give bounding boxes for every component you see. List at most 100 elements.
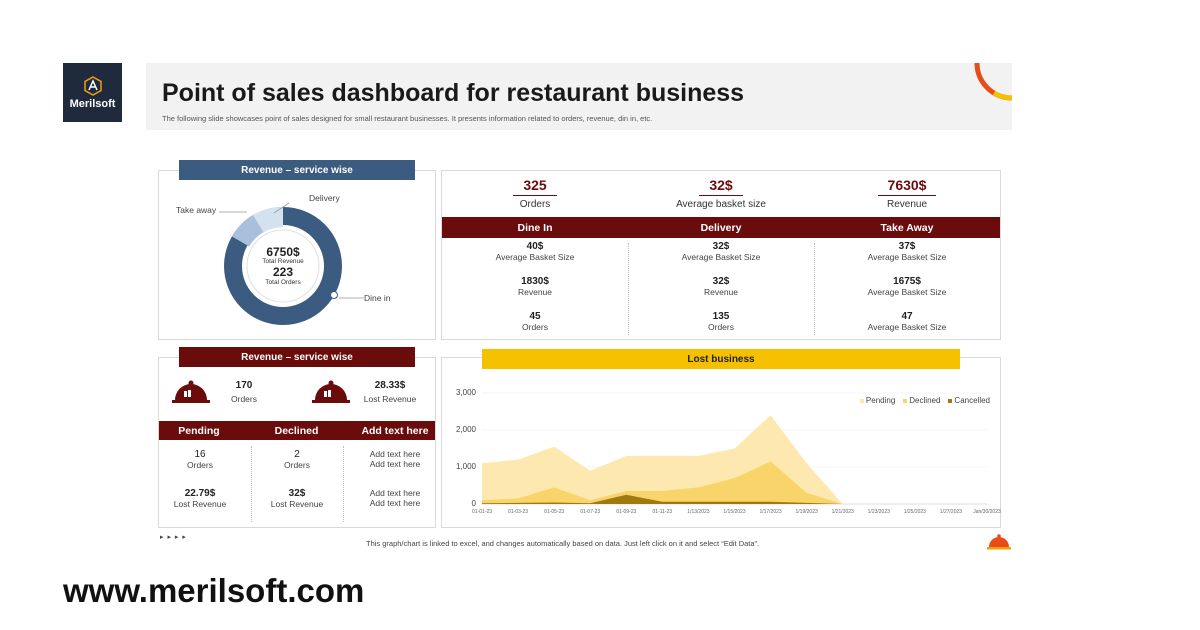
cell-value: 37$ bbox=[898, 241, 916, 252]
x-tick-label: 01-03-23 bbox=[508, 509, 529, 515]
service-table-header: Dine In Delivery Take Away bbox=[442, 217, 1000, 238]
x-tick-label: 1/27/2023 bbox=[939, 509, 963, 515]
x-tick-label: Jan/30/2023 bbox=[973, 509, 1001, 515]
cell-label: Orders bbox=[708, 322, 734, 332]
header-pending: Pending bbox=[178, 424, 220, 437]
y-tick-label: 0 bbox=[471, 499, 476, 508]
page-title: Point of sales dashboard for restaurant … bbox=[162, 79, 745, 107]
x-tick-label: 01-07-23 bbox=[580, 509, 601, 515]
total-revenue-value: 6750$ bbox=[266, 245, 300, 259]
table-cell: 1830$ Revenue bbox=[442, 276, 628, 297]
kpi-orders-value: 325 bbox=[513, 177, 557, 196]
cloche-icon bbox=[172, 380, 210, 403]
total-revenue-label: Total Revenue bbox=[262, 258, 304, 265]
cell-value: 40$ bbox=[526, 241, 544, 252]
cell-value: 16 bbox=[194, 449, 206, 460]
x-tick-label: 1/21/2023 bbox=[831, 509, 854, 515]
total-orders-value: 223 bbox=[272, 265, 294, 279]
merilsoft-logo: Merilsoft bbox=[63, 63, 122, 122]
area-series-cancelled bbox=[482, 494, 987, 504]
x-tick-label: 1/17/2023 bbox=[759, 509, 782, 515]
y-tick-label: 1,000 bbox=[455, 462, 476, 471]
table-cell: 37$ Average Basket Size bbox=[814, 241, 1000, 262]
cell-label: Orders bbox=[187, 460, 213, 470]
legend-cancelled: Cancelled bbox=[948, 396, 990, 405]
dashboard-slide: Point of sales dashboard for restaurant … bbox=[146, 63, 1012, 553]
pending-orders-stat: 170 Orders bbox=[219, 380, 269, 404]
lost-revenue-stat: 28.33$ Lost Revenue bbox=[359, 380, 421, 404]
kpi-revenue-value: 7630$ bbox=[877, 177, 937, 196]
website-url: www.merilsoft.com bbox=[63, 572, 365, 609]
x-tick-label: 1/25/2023 bbox=[903, 509, 926, 515]
title-band: Point of sales dashboard for restaurant … bbox=[146, 63, 1012, 130]
header-declined: Declined bbox=[274, 424, 319, 437]
table-cell: 1675$ Average Basket Size bbox=[814, 276, 1000, 297]
take-away-label: Take away bbox=[176, 205, 217, 215]
table-cell: 32$ Lost Revenue bbox=[251, 488, 343, 509]
lost-orders-panel: Revenue – service wise 170 Orders 28.33$… bbox=[158, 347, 436, 528]
cell-value: 32$ bbox=[288, 488, 306, 499]
x-tick-label: 1/23/2023 bbox=[867, 509, 890, 515]
kpi-average-basket-label: Average basket size bbox=[676, 199, 766, 210]
x-tick-label: 01-01-23 bbox=[471, 509, 492, 515]
kpi-orders-label: Orders bbox=[519, 199, 551, 210]
legend-pending: Pending bbox=[859, 396, 895, 405]
table-cell: Add text here Add text here bbox=[355, 488, 435, 508]
revenue-donut-chart bbox=[219, 202, 364, 325]
orders-table-header: Pending Declined Add text here bbox=[159, 421, 435, 440]
cell-label: Add text here bbox=[369, 459, 421, 469]
cell-label: Revenue bbox=[703, 287, 739, 297]
table-cell: 2 Orders bbox=[251, 449, 343, 470]
kpi-revenue: 7630$ Revenue bbox=[814, 177, 1000, 210]
lost-revenue-stat-label: Lost Revenue bbox=[363, 394, 417, 404]
dine-in-label: Dine in bbox=[364, 293, 391, 303]
delivery-label: Delivery bbox=[309, 193, 340, 203]
page-subtitle: The following slide showcases point of s… bbox=[162, 114, 653, 123]
cell-value: Add text here bbox=[369, 449, 421, 459]
total-orders-label: Total Orders bbox=[265, 279, 301, 286]
donut-panel-ribbon: Revenue – service wise bbox=[179, 160, 415, 180]
y-tick-label: 2,000 bbox=[455, 425, 476, 434]
cell-label: Orders bbox=[284, 460, 310, 470]
kpi-average-basket-value: 32$ bbox=[699, 177, 743, 196]
kpi-service-panel: 325 Orders 32$ Average basket size 7630$… bbox=[441, 170, 1001, 340]
cell-label: Average Basket Size bbox=[867, 252, 947, 262]
table-cell: Add text here Add text here bbox=[355, 449, 435, 469]
area-series-declined bbox=[482, 461, 987, 504]
x-tick-label: 1/15/2023 bbox=[723, 509, 746, 515]
cell-label: Average Basket Size bbox=[681, 252, 761, 262]
table-cell: 16 Orders bbox=[159, 449, 241, 470]
table-cell: 135 Orders bbox=[628, 311, 814, 332]
cell-label: Lost Revenue bbox=[173, 499, 227, 509]
header-dine-in: Dine In bbox=[517, 221, 553, 234]
orders-panel-ribbon: Revenue – service wise bbox=[179, 347, 415, 367]
cell-label: Average Basket Size bbox=[495, 252, 575, 262]
footer-note: This graph/chart is linked to excel, and… bbox=[366, 539, 760, 548]
cloche-icon bbox=[312, 380, 350, 403]
cell-value: 135 bbox=[712, 311, 730, 322]
lost-business-ribbon: Lost business bbox=[482, 349, 960, 369]
table-cell: 45 Orders bbox=[442, 311, 628, 332]
cell-label: Orders bbox=[522, 322, 548, 332]
x-tick-label: 1/19/2023 bbox=[795, 509, 818, 515]
header-add-text: Add text here bbox=[361, 424, 429, 437]
cell-value: 2 bbox=[294, 449, 300, 460]
cell-value: 45 bbox=[529, 311, 541, 322]
table-cell: 47 Average Basket Size bbox=[814, 311, 1000, 332]
table-cell: 32$ Average Basket Size bbox=[628, 241, 814, 262]
area-series-pending bbox=[482, 415, 987, 504]
orders-stat-value: 170 bbox=[235, 380, 253, 391]
kpi-average-basket: 32$ Average basket size bbox=[628, 177, 814, 210]
cloche-footer-icon bbox=[987, 534, 1011, 550]
cell-label: Average Basket Size bbox=[867, 287, 947, 297]
table-cell: 32$ Revenue bbox=[628, 276, 814, 297]
cell-value: 32$ bbox=[712, 241, 730, 252]
kpi-orders: 325 Orders bbox=[442, 177, 628, 210]
logo-emblem-icon bbox=[83, 75, 102, 96]
cell-value: 47 bbox=[901, 311, 913, 322]
lost-business-panel: Lost business Pending Declined Cancelled… bbox=[441, 349, 1001, 528]
table-cell: 40$ Average Basket Size bbox=[442, 241, 628, 262]
revenue-service-donut-panel: Revenue – service wise 6750$ Total Reven… bbox=[158, 160, 436, 340]
cell-value: 1675$ bbox=[893, 276, 921, 287]
donut-delivery-segment bbox=[253, 206, 283, 233]
